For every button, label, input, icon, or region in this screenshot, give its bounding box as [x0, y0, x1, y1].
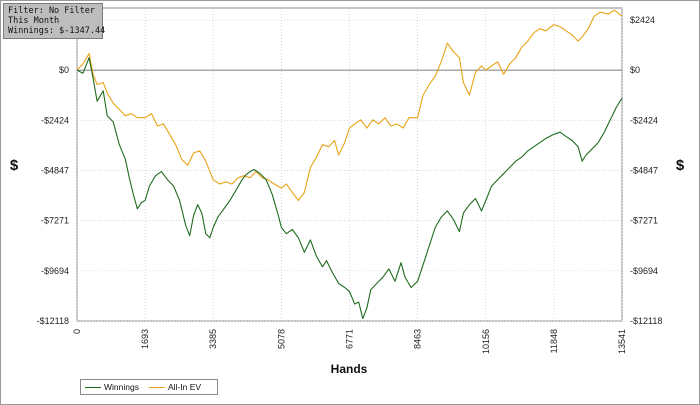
y-tick-label-right: -$7271 — [630, 216, 658, 226]
y-ticks-right: $2424 $0 -$2424 -$4847 -$7271 -$9694 -$12118 — [630, 15, 662, 326]
x-tick-label: 13541 — [617, 329, 627, 354]
x-tick-label: 6771 — [345, 329, 355, 349]
y-axis-label-left: $ — [10, 157, 19, 174]
legend-swatch-winnings — [85, 386, 101, 388]
y-axis-label-right: $ — [676, 157, 685, 174]
series-lines — [76, 9, 623, 320]
legend: Winnings All-In EV — [80, 379, 218, 395]
x-tick-label: 1693 — [140, 329, 150, 349]
x-tick-label: 0 — [72, 329, 82, 334]
legend-item-winnings: Winnings — [85, 382, 139, 392]
x-tick-label: 8463 — [413, 329, 423, 349]
y-tick-label-right: $0 — [630, 65, 640, 75]
legend-label-winnings: Winnings — [104, 382, 139, 392]
y-ticks-left: $2424$0-$2424-$4847-$7271-$9694-$12118 — [37, 15, 69, 326]
period-text: This Month — [8, 16, 60, 26]
x-tick-label: 11848 — [549, 329, 559, 353]
y-tick-label-left: -$12118 — [37, 316, 69, 326]
y-tick-label-left: -$2424 — [41, 115, 69, 125]
y-tick-label-right: -$9694 — [630, 266, 658, 276]
y-tick-label-right: -$4847 — [630, 165, 658, 175]
y-tick-label-left: $0 — [59, 65, 69, 75]
legend-swatch-allin-ev — [149, 386, 165, 388]
y-tick-label-left: -$7271 — [41, 216, 69, 226]
y-tick-label-right: $2424 — [630, 15, 655, 25]
series-line-all-in-ev — [76, 9, 623, 202]
x-tick-label: 5078 — [276, 329, 286, 349]
winnings-text: Winnings: $-1347.44 — [8, 26, 106, 36]
grid — [76, 8, 623, 322]
x-axis-label: Hands — [331, 362, 368, 376]
filter-text: Filter: No Filter — [8, 6, 95, 16]
filter-info-box: Filter: No Filter This Month Winnings: $… — [3, 3, 106, 39]
y-tick-label-right: -$2424 — [630, 115, 658, 125]
series-line-winnings — [76, 57, 623, 320]
y-tick-label-left: -$4847 — [41, 165, 69, 175]
x-tick-label: 3385 — [208, 329, 218, 349]
x-ticks: 0 1693 3385 5078 6771 8463 10156 11848 13541 — [72, 329, 627, 354]
y-tick-label-left: -$9694 — [41, 266, 69, 276]
y-tick-label-right: -$12118 — [630, 316, 662, 326]
x-tick-label: 10156 — [481, 329, 491, 354]
legend-item-allin-ev: All-In EV — [149, 382, 201, 392]
legend-label-allin-ev: All-In EV — [168, 382, 202, 392]
